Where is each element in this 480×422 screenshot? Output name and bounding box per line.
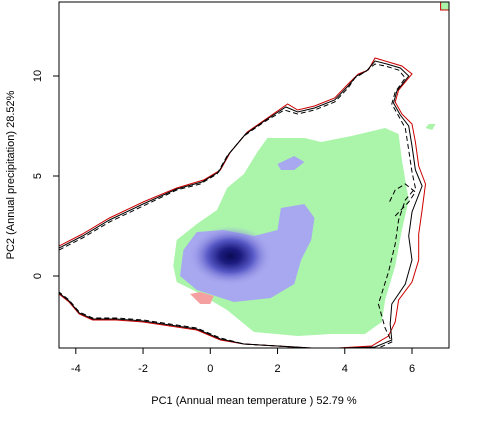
density-peak bbox=[188, 226, 273, 286]
x-axis: -4 -2 0 2 4 6 bbox=[71, 347, 415, 375]
density-low-spot bbox=[277, 156, 305, 170]
contour-lines bbox=[59, 57, 427, 348]
x-tick-label: 2 bbox=[274, 363, 280, 375]
y-axis: 0 5 10 bbox=[32, 70, 60, 279]
niche-a-only-area bbox=[190, 292, 214, 304]
y-tick-label: 0 bbox=[32, 273, 44, 279]
plot-region bbox=[59, 2, 449, 348]
x-tick-label: -4 bbox=[71, 363, 81, 375]
x-axis-title: PC1 (Annual mean temperature ) 52.79 % bbox=[151, 395, 357, 407]
x-tick-label: -2 bbox=[138, 363, 148, 375]
overlap-area-small bbox=[425, 124, 436, 130]
y-tick-label: 10 bbox=[32, 70, 44, 82]
contour-line-1 bbox=[59, 57, 427, 348]
contour-line-3 bbox=[59, 60, 423, 348]
x-tick-label: 4 bbox=[342, 363, 348, 375]
y-tick-label: 5 bbox=[32, 173, 44, 179]
contour-line-4 bbox=[388, 183, 417, 217]
y-axis-title: PC2 (Annual precipitation) 28.52% bbox=[5, 90, 17, 259]
corner-patch bbox=[440, 2, 449, 11]
x-tick-label: 6 bbox=[409, 363, 415, 375]
x-tick-label: 0 bbox=[207, 363, 213, 375]
